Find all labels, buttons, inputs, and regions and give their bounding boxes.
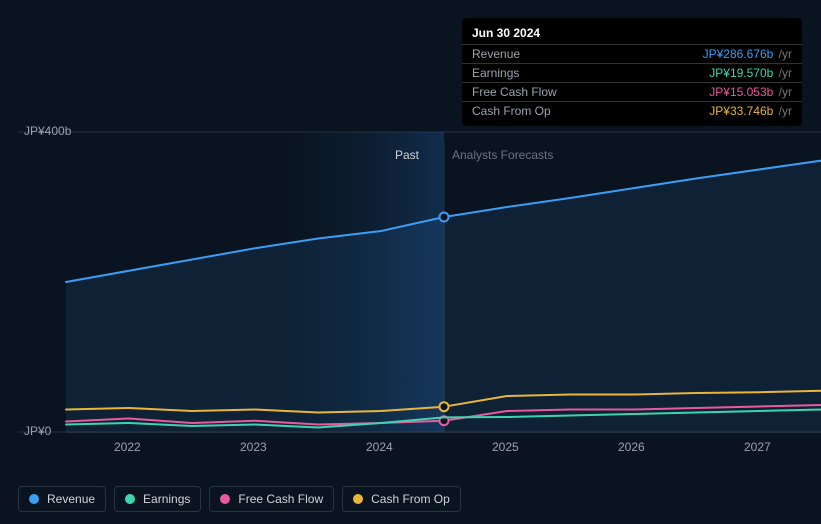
tooltip-row-value: JP¥19.570b /yr — [709, 66, 792, 80]
financial-forecast-chart: JP¥0 JP¥400b 2022 2023 2024 2025 2026 2027 Pas… — [18, 0, 804, 524]
legend-swatch — [29, 494, 39, 504]
legend-item-free-cash-flow[interactable]: Free Cash Flow — [209, 486, 334, 512]
tooltip-row-label: Cash From Op — [472, 104, 551, 118]
legend-label: Revenue — [47, 492, 95, 506]
tooltip-row: Cash From Op JP¥33.746b /yr — [462, 101, 802, 120]
legend-swatch — [353, 494, 363, 504]
tooltip-row: Free Cash Flow JP¥15.053b /yr — [462, 82, 802, 101]
section-label-forecast: Analysts Forecasts — [452, 148, 553, 162]
tooltip-row-label: Revenue — [472, 47, 520, 61]
legend-item-revenue[interactable]: Revenue — [18, 486, 106, 512]
chart-legend: Revenue Earnings Free Cash Flow Cash From O… — [18, 486, 461, 512]
legend-label: Earnings — [143, 492, 190, 506]
tooltip-date: Jun 30 2024 — [462, 24, 802, 44]
x-axis-label: 2025 — [492, 440, 519, 454]
tooltip-row-label: Earnings — [472, 66, 519, 80]
tooltip-row-value: JP¥15.053b /yr — [709, 85, 792, 99]
tooltip-row-value: JP¥286.676b /yr — [703, 47, 792, 61]
tooltip-row-label: Free Cash Flow — [472, 85, 557, 99]
chart-tooltip: Jun 30 2024 Revenue JP¥286.676b /yr Earnin… — [462, 18, 802, 126]
y-axis-label: JP¥0 — [24, 424, 51, 438]
x-axis-label: 2026 — [618, 440, 645, 454]
legend-item-cash-from-op[interactable]: Cash From Op — [342, 486, 461, 512]
tooltip-row-value: JP¥33.746b /yr — [709, 104, 792, 118]
legend-label: Free Cash Flow — [238, 492, 323, 506]
x-axis-label: 2024 — [366, 440, 393, 454]
y-axis-label: JP¥400b — [24, 124, 71, 138]
x-axis-label: 2027 — [744, 440, 771, 454]
tooltip-row: Earnings JP¥19.570b /yr — [462, 63, 802, 82]
legend-swatch — [220, 494, 230, 504]
tooltip-row: Revenue JP¥286.676b /yr — [462, 44, 802, 63]
x-axis-label: 2023 — [240, 440, 267, 454]
legend-swatch — [125, 494, 135, 504]
section-label-past: Past — [395, 148, 419, 162]
legend-item-earnings[interactable]: Earnings — [114, 486, 201, 512]
legend-label: Cash From Op — [371, 492, 450, 506]
x-axis-label: 2022 — [114, 440, 141, 454]
